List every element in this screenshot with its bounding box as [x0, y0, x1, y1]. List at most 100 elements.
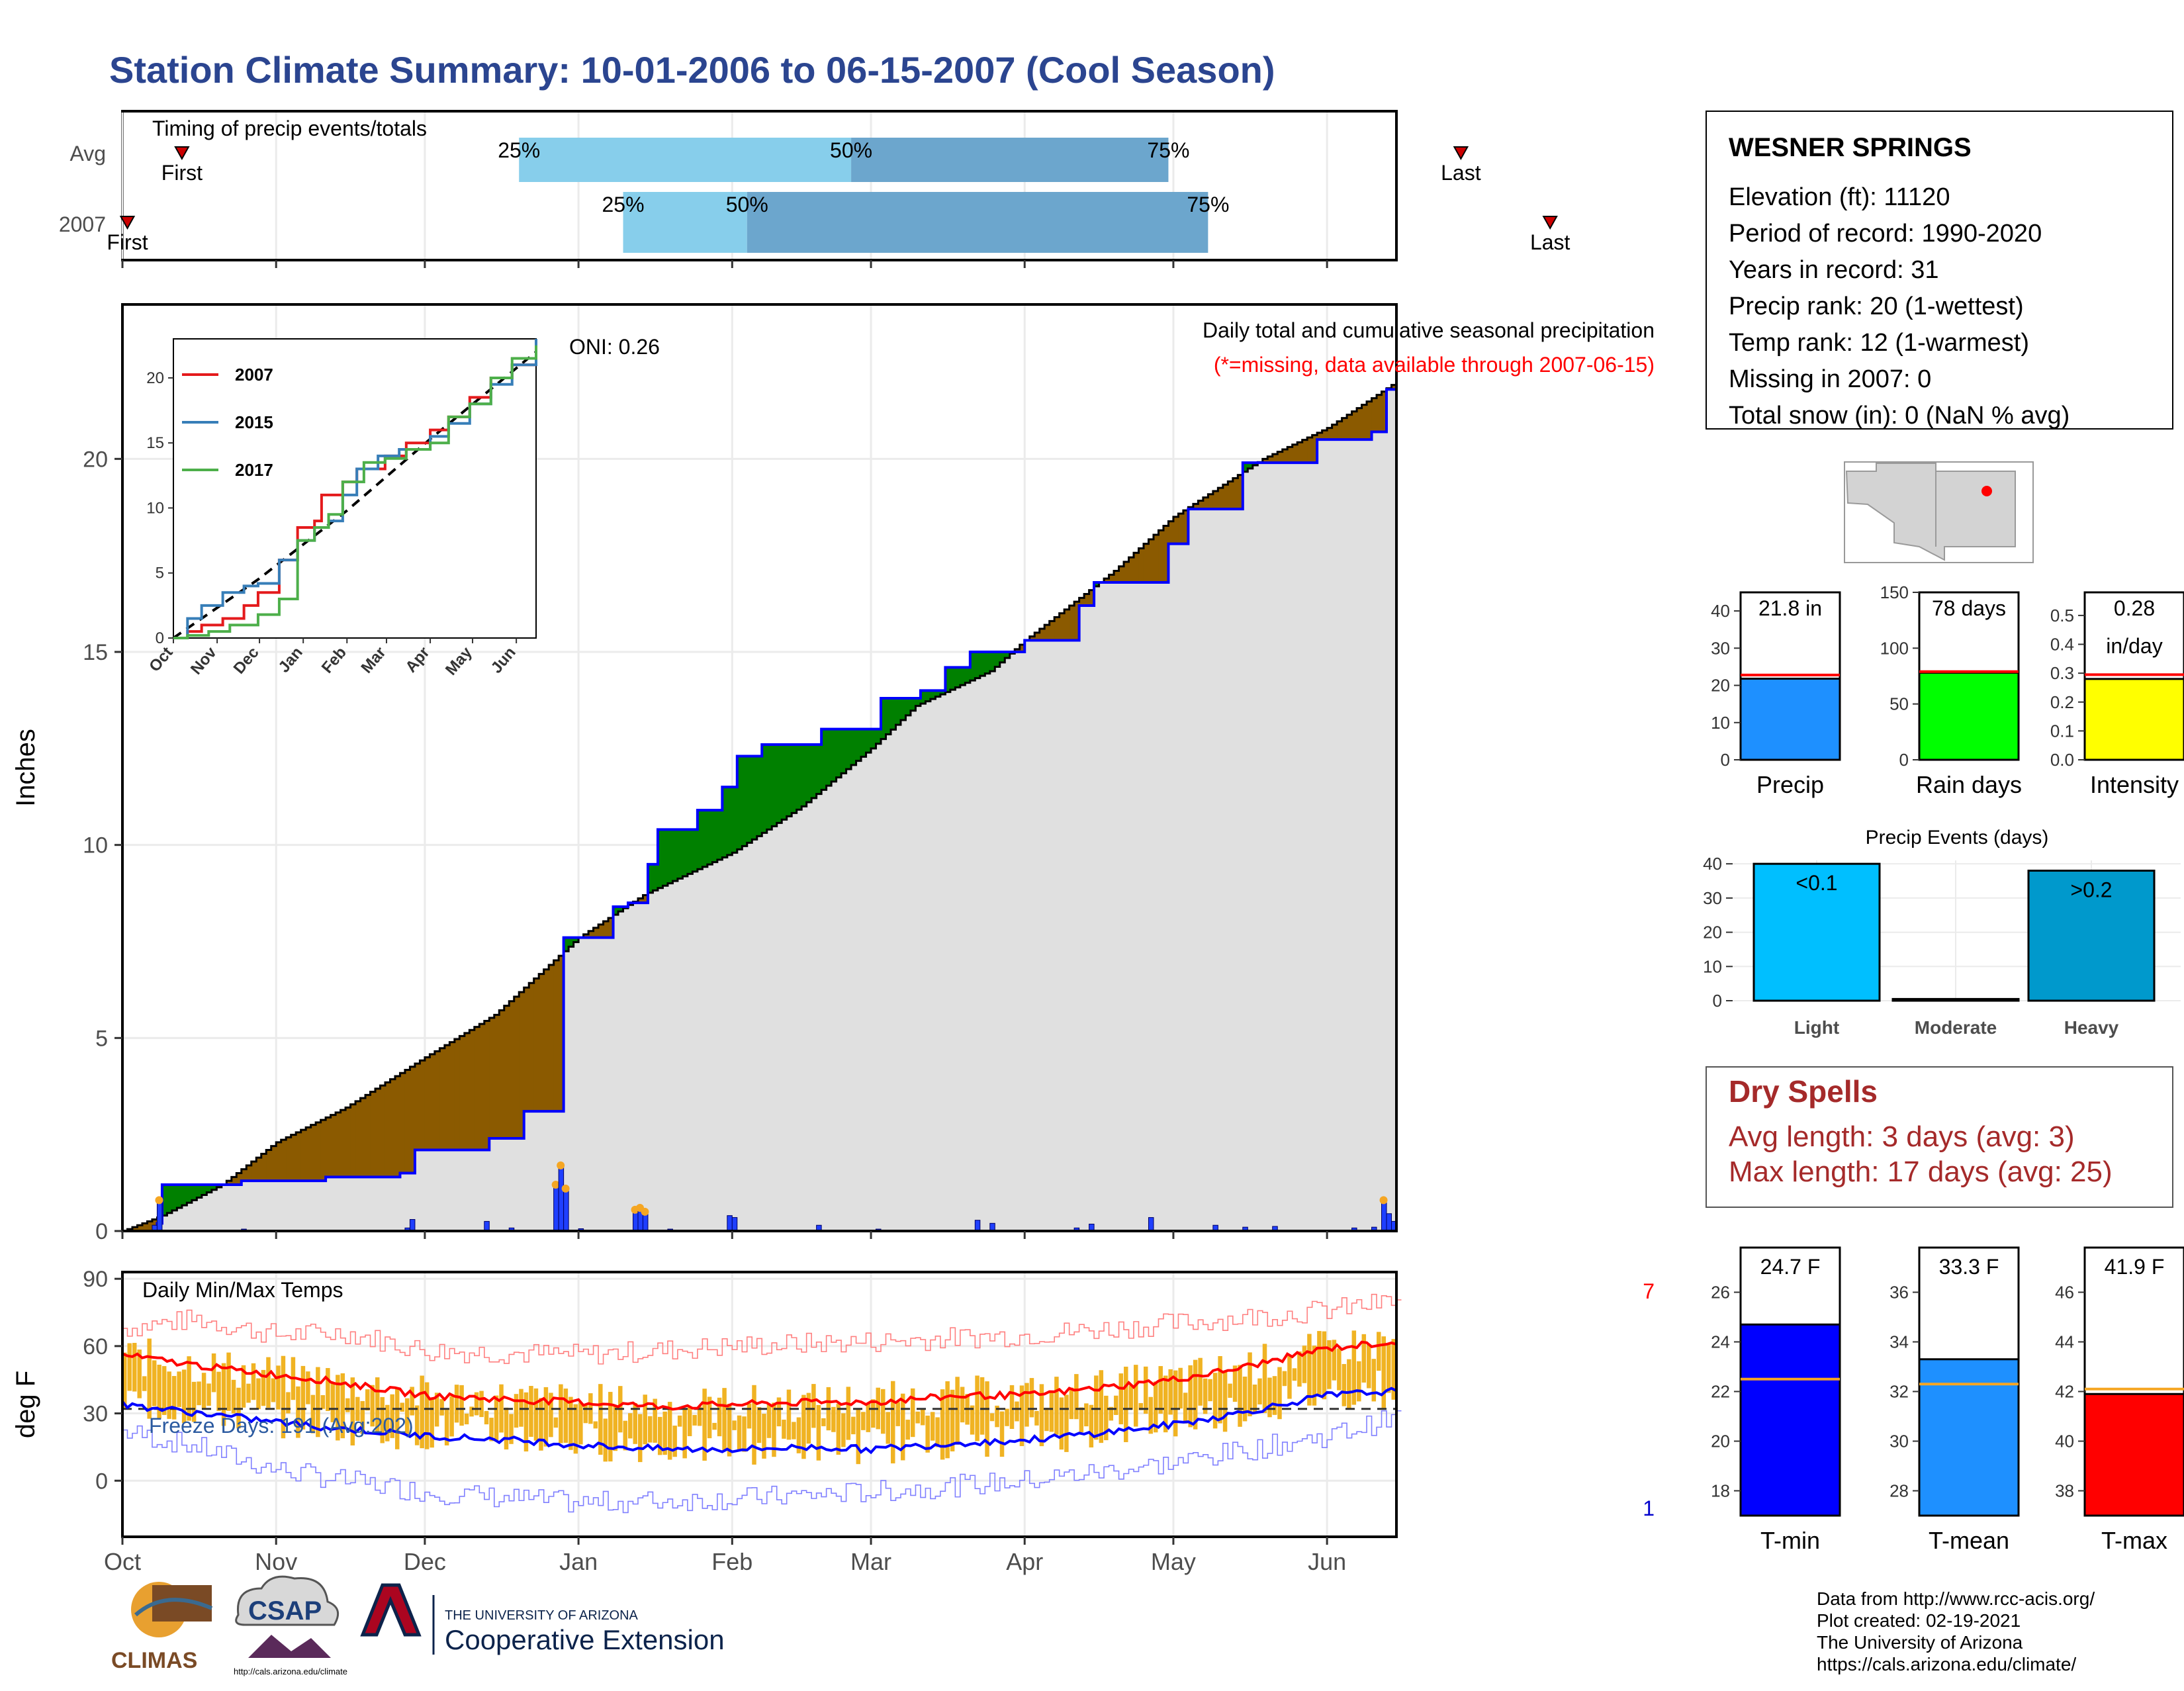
daily-temp-range-bar — [1287, 1356, 1292, 1399]
daily-precip-bar — [727, 1215, 733, 1232]
summary-bar-ytick-label: 100 — [1880, 638, 1909, 658]
summary-bar-label: Intensity — [2090, 771, 2179, 798]
daily-temp-range-bar — [637, 1414, 643, 1463]
below-average-band — [449, 1042, 455, 1150]
daily-temp-range-bar — [697, 1406, 702, 1426]
below-average-band — [1238, 475, 1244, 510]
below-average-band — [434, 1051, 440, 1150]
daily-precip-marker — [561, 1184, 570, 1193]
above-average-band — [161, 1185, 168, 1216]
ua-logo: THE UNIVERSITY OF ARIZONA Cooperative Ex… — [360, 1583, 725, 1655]
below-average-band — [1332, 424, 1338, 440]
below-average-band — [147, 1221, 153, 1231]
temp-summary-ytick-label: 26 — [1711, 1283, 1730, 1303]
below-average-band — [306, 1127, 312, 1181]
daily-temp-range-bar — [677, 1415, 682, 1427]
daily-temp-range-bar — [1024, 1383, 1029, 1427]
timing-label-50: 50% — [830, 138, 872, 162]
events-bar-heavy — [2027, 870, 2156, 1002]
temp-xtick-label: Feb — [711, 1548, 752, 1575]
summary-bar-ytick-label: 0.1 — [2050, 721, 2074, 741]
above-average-band — [756, 756, 762, 837]
daily-temp-range-bar — [915, 1411, 920, 1424]
below-average-band — [1292, 444, 1298, 463]
below-average-band — [1267, 456, 1273, 463]
summary-bar-ytick-label: 150 — [1880, 582, 1909, 602]
daily-temp-range-bar — [647, 1416, 653, 1443]
daily-temp-range-bar — [553, 1417, 559, 1428]
daily-temp-range-bar — [653, 1398, 657, 1443]
average-min-temp-line — [121, 1387, 1397, 1455]
observed-cumulative-line — [122, 388, 1396, 1232]
daily-temp-range-bar — [1118, 1373, 1124, 1425]
below-average-band — [1361, 404, 1367, 440]
timing-label-75: 75% — [1187, 193, 1229, 216]
below-average-band — [276, 1142, 282, 1181]
below-average-band — [1019, 645, 1025, 652]
below-average-band — [251, 1162, 257, 1181]
dry-spells-box: Dry Spells Avg length: 3 days (avg: 3) M… — [1706, 1066, 2173, 1208]
above-average-band — [569, 937, 574, 947]
below-average-band — [1143, 543, 1150, 582]
daily-temp-range-bar — [519, 1389, 523, 1427]
above-average-band — [682, 829, 688, 876]
inset-average-line — [172, 351, 537, 639]
temp-summary-label: T-mean — [1929, 1527, 2009, 1554]
station-precip-rank: Precip rank: 20 (1-wettest) — [1729, 293, 2024, 320]
daily-temp-range-bar — [360, 1400, 365, 1434]
daily-temp-range-bar — [1347, 1359, 1351, 1408]
temp-xtick-label: Oct — [104, 1548, 141, 1575]
above-average-band — [945, 667, 951, 692]
precip-ytick-label: 5 — [95, 1026, 108, 1051]
daily-temp-range-bar — [1019, 1385, 1024, 1447]
page-title: Station Climate Summary: 10-01-2006 to 0… — [109, 49, 1275, 91]
daily-temp-range-bar — [414, 1405, 420, 1445]
daily-temp-range-bar — [459, 1385, 464, 1426]
daily-temp-range-bar — [831, 1406, 836, 1432]
below-average-band — [1312, 435, 1318, 463]
daily-temp-range-bar — [1114, 1395, 1118, 1415]
above-average-band — [841, 729, 847, 774]
events-ytick-label: 0 — [1713, 991, 1722, 1011]
daily-temp-range-bar — [161, 1366, 167, 1415]
daily-temp-range-bar — [1322, 1331, 1327, 1400]
timing-bar-q25-q50 — [519, 138, 852, 182]
above-average-band — [910, 698, 917, 711]
below-average-band — [271, 1146, 277, 1181]
daily-temp-range-bar — [533, 1388, 539, 1441]
above-average-band — [732, 787, 738, 853]
temp-summary-ytick-label: 28 — [1889, 1481, 1909, 1501]
above-average-band — [900, 698, 907, 721]
below-average-band — [137, 1225, 143, 1231]
above-average-band — [989, 652, 995, 672]
daily-temp-range-bar — [1109, 1406, 1114, 1421]
below-average-band — [464, 1032, 470, 1150]
daily-temp-range-bar — [836, 1404, 841, 1455]
daily-temp-range-bar — [380, 1396, 385, 1443]
daily-temp-range-bar — [960, 1387, 965, 1423]
daily-temp-range-bar — [499, 1384, 504, 1433]
events-bar-light — [1752, 862, 1881, 1002]
daily-temp-range-bar — [578, 1402, 583, 1445]
precip-chart: 0 5 10 15 20 Inches Daily total and cumulati… — [11, 303, 1655, 1244]
below-average-band — [1029, 636, 1035, 641]
temp-frame — [121, 1271, 1398, 1538]
daily-temp-range-bar — [742, 1416, 747, 1452]
above-average-band — [920, 690, 927, 704]
daily-temp-range-bar — [925, 1415, 930, 1453]
record-high-count: 7 — [1643, 1279, 1655, 1303]
daily-temp-range-bar — [687, 1406, 692, 1436]
below-average-band — [583, 934, 589, 938]
daily-precip-marker — [551, 1181, 560, 1189]
daily-temp-range-bar — [1391, 1339, 1396, 1400]
summary-bar-rain-days — [1918, 671, 2020, 761]
precip-ytick-label: 10 — [83, 833, 108, 858]
above-average-band — [979, 652, 985, 676]
above-average-band — [836, 729, 842, 778]
below-average-band — [484, 1021, 490, 1150]
below-average-band — [533, 978, 539, 1112]
temp-xtick-label: Jun — [1308, 1548, 1346, 1575]
inset-ytick-label: 5 — [156, 565, 164, 582]
station-name: WESNER SPRINGS — [1729, 133, 1972, 162]
daily-temp-range-bar — [424, 1382, 430, 1449]
